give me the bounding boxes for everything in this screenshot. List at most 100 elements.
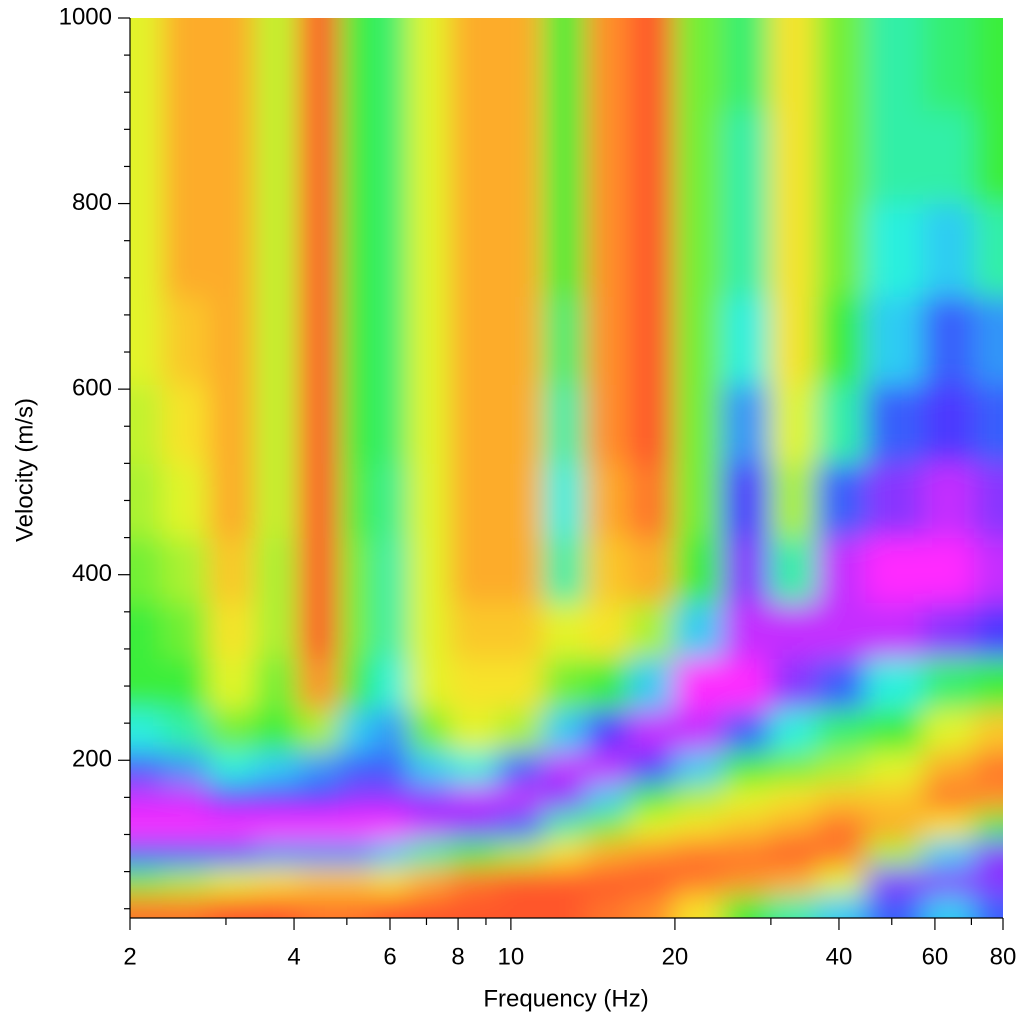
- heatmap-cell: [449, 866, 498, 896]
- heatmap-cell: [585, 709, 629, 752]
- heatmap-cell: [628, 811, 675, 840]
- heatmap-cell: [543, 750, 586, 784]
- heatmap-cell: [408, 811, 450, 840]
- heatmap-cell: [585, 384, 629, 464]
- heatmap-cell: [298, 894, 340, 918]
- heatmap-cell: [339, 658, 374, 710]
- heatmap-cell: [408, 203, 450, 297]
- heatmap-cell: [973, 783, 1003, 812]
- heatmap-cell: [497, 783, 544, 812]
- heatmap-cell: [816, 463, 866, 539]
- heatmap-cell: [408, 894, 450, 918]
- heatmap-cell: [497, 110, 544, 205]
- heatmap-cell: [865, 537, 924, 604]
- y-tick-label: 400: [72, 560, 112, 587]
- heatmap-cell: [339, 18, 374, 112]
- heatmap-cell: [585, 602, 629, 659]
- heatmap-cell: [585, 839, 629, 868]
- heatmap-cell: [865, 384, 924, 464]
- heatmap-cell: [208, 537, 256, 604]
- heatmap-cell: [816, 658, 866, 710]
- heatmap-cell: [298, 866, 340, 896]
- heatmap-cell: [449, 783, 498, 812]
- heatmap-cell: [162, 18, 209, 112]
- heatmap-cell: [339, 110, 374, 205]
- heatmap-cell: [208, 709, 256, 752]
- heatmap-cell: [130, 110, 163, 205]
- heatmap-cell: [865, 296, 924, 385]
- heatmap-cell: [973, 463, 1003, 539]
- heatmap-cell: [162, 811, 209, 840]
- heatmap-cell: [721, 110, 771, 205]
- heatmap-cell: [922, 602, 975, 659]
- x-tick-label: 6: [383, 943, 396, 970]
- heatmap-cell: [497, 602, 544, 659]
- heatmap-cell: [973, 750, 1003, 784]
- heatmap-cell: [865, 18, 924, 112]
- heatmap-cell: [298, 602, 340, 659]
- heatmap-cell: [865, 709, 924, 752]
- heatmap-cell: [721, 203, 771, 297]
- heatmap-cell: [769, 658, 817, 710]
- heatmap-cell: [721, 463, 771, 539]
- heatmap-cell: [254, 110, 300, 205]
- heatmap-cell: [543, 783, 586, 812]
- y-axis-label: Velocity (m/s): [11, 398, 38, 542]
- heatmap-cell: [865, 602, 924, 659]
- heatmap-cell: [373, 602, 409, 659]
- heatmap-cell: [162, 783, 209, 812]
- y-tick-label: 800: [72, 189, 112, 216]
- heatmap-cell: [208, 296, 256, 385]
- heatmap-cell: [543, 839, 586, 868]
- heatmap-cell: [408, 602, 450, 659]
- heatmap-cell: [408, 537, 450, 604]
- heatmap-cell: [254, 18, 300, 112]
- heatmap-cell: [254, 384, 300, 464]
- heatmap-cell: [298, 384, 340, 464]
- heatmap-cell: [769, 866, 817, 896]
- heatmap-cell: [769, 18, 817, 112]
- heatmap-cell: [339, 203, 374, 297]
- heatmap-cell: [543, 811, 586, 840]
- heatmap-cell: [130, 750, 163, 784]
- heatmap-cell: [254, 783, 300, 812]
- heatmap-cell: [208, 783, 256, 812]
- heatmap-cell: [373, 110, 409, 205]
- heatmap-cell: [408, 866, 450, 896]
- heatmap-cell: [585, 296, 629, 385]
- heatmap-cell: [162, 463, 209, 539]
- heatmap-cell: [721, 18, 771, 112]
- heatmap-cell: [449, 709, 498, 752]
- heatmap-cell: [865, 658, 924, 710]
- heatmap-cell: [208, 894, 256, 918]
- heatmap-cell: [543, 866, 586, 896]
- heatmap-cell: [769, 384, 817, 464]
- heatmap-cell: [628, 384, 675, 464]
- heatmap-cell: [162, 602, 209, 659]
- heatmap-cell: [130, 839, 163, 868]
- heatmap-cell: [673, 463, 723, 539]
- x-tick-label: 10: [498, 943, 525, 970]
- heatmap-cell: [585, 537, 629, 604]
- heatmap-cell: [208, 384, 256, 464]
- x-tick-label: 2: [123, 943, 136, 970]
- heatmap-cell: [339, 839, 374, 868]
- heatmap-cell: [449, 811, 498, 840]
- heatmap-cell: [130, 811, 163, 840]
- heatmap-cell: [497, 709, 544, 752]
- heatmap-cell: [497, 811, 544, 840]
- heatmap-cell: [162, 839, 209, 868]
- heatmap-cell: [922, 811, 975, 840]
- heatmap-cell: [585, 866, 629, 896]
- heatmap-cell: [497, 866, 544, 896]
- heatmap-cell: [373, 783, 409, 812]
- heatmap-cell: [816, 110, 866, 205]
- heatmap-cell: [922, 658, 975, 710]
- heatmap-cell: [973, 203, 1003, 297]
- heatmap-cell: [408, 384, 450, 464]
- heatmap-cell: [865, 110, 924, 205]
- heatmap-cell: [373, 811, 409, 840]
- heatmap-cell: [585, 110, 629, 205]
- heatmap-cell: [865, 839, 924, 868]
- x-tick-label: 8: [451, 943, 464, 970]
